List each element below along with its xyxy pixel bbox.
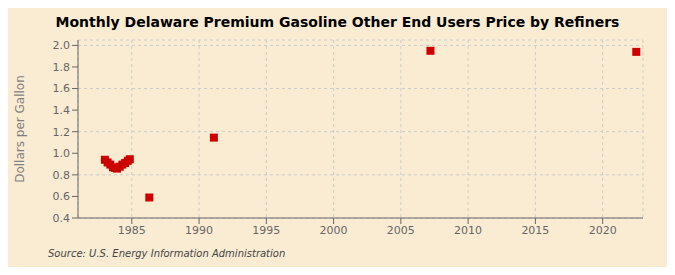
svg-text:1990: 1990: [185, 224, 213, 237]
svg-text:2020: 2020: [589, 224, 617, 237]
svg-text:2010: 2010: [454, 224, 482, 237]
svg-text:0.6: 0.6: [53, 190, 71, 203]
svg-text:1.2: 1.2: [53, 126, 71, 139]
svg-text:1985: 1985: [118, 224, 146, 237]
svg-text:1.8: 1.8: [53, 61, 71, 74]
svg-text:1.6: 1.6: [53, 82, 71, 95]
html-text:Source: U.S. Energy Informatio: Source: U.S. Energy Information Administ…: [48, 248, 286, 259]
svg-text:1995: 1995: [252, 224, 280, 237]
svg-text:Dollars per Gallon: Dollars per Gallon: [13, 75, 27, 183]
svg-text:1.4: 1.4: [53, 104, 71, 117]
svg-text:0.4: 0.4: [53, 212, 71, 225]
html-text:Monthly Delaware Premium Gasol: Monthly Delaware Premium Gasoline Other …: [55, 14, 620, 30]
svg-text:2015: 2015: [521, 224, 549, 237]
svg-text:1.0: 1.0: [53, 147, 71, 160]
svg-text:2005: 2005: [387, 224, 415, 237]
svg-text:0.8: 0.8: [53, 169, 71, 182]
svg-text:2.0: 2.0: [53, 39, 71, 52]
svg-text:2000: 2000: [320, 224, 348, 237]
